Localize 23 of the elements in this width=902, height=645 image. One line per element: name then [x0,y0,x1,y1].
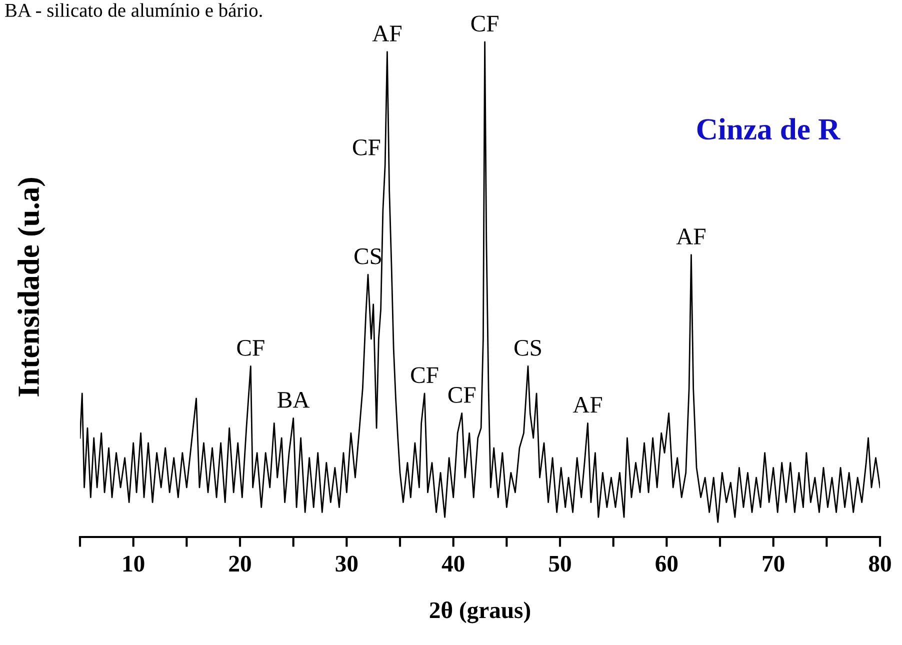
annotation: CS [514,340,541,356]
annotation: CF [352,139,380,156]
annotation: CS [354,248,381,264]
annotation: Cinza de R [697,118,840,140]
x-tick-label: 60 [656,556,678,572]
text: BA - silicato de alumínio e bário. [5,3,262,17]
annotation: AF [572,396,602,413]
annotation: AF [676,228,706,244]
x-tick-label: 40 [442,556,464,572]
annotation: CF [448,387,476,403]
annotation: AF [372,26,402,42]
y-axis-title: Intensidade (u.a) [18,178,46,396]
x-tick-label: 70 [762,556,784,572]
x-tick-label: 30 [336,556,358,572]
annotation: CF [471,16,498,32]
x-tick-label: 10 [123,556,144,572]
annotation: CF [411,367,438,384]
annotation: BA [278,392,310,408]
x-tick-label: 50 [549,556,571,572]
annotation: CF [237,340,264,356]
x-tick-label: 80 [868,556,891,572]
x-axis-title: 2θ (graus) [430,601,530,624]
x-tick-label: 20 [229,556,251,572]
